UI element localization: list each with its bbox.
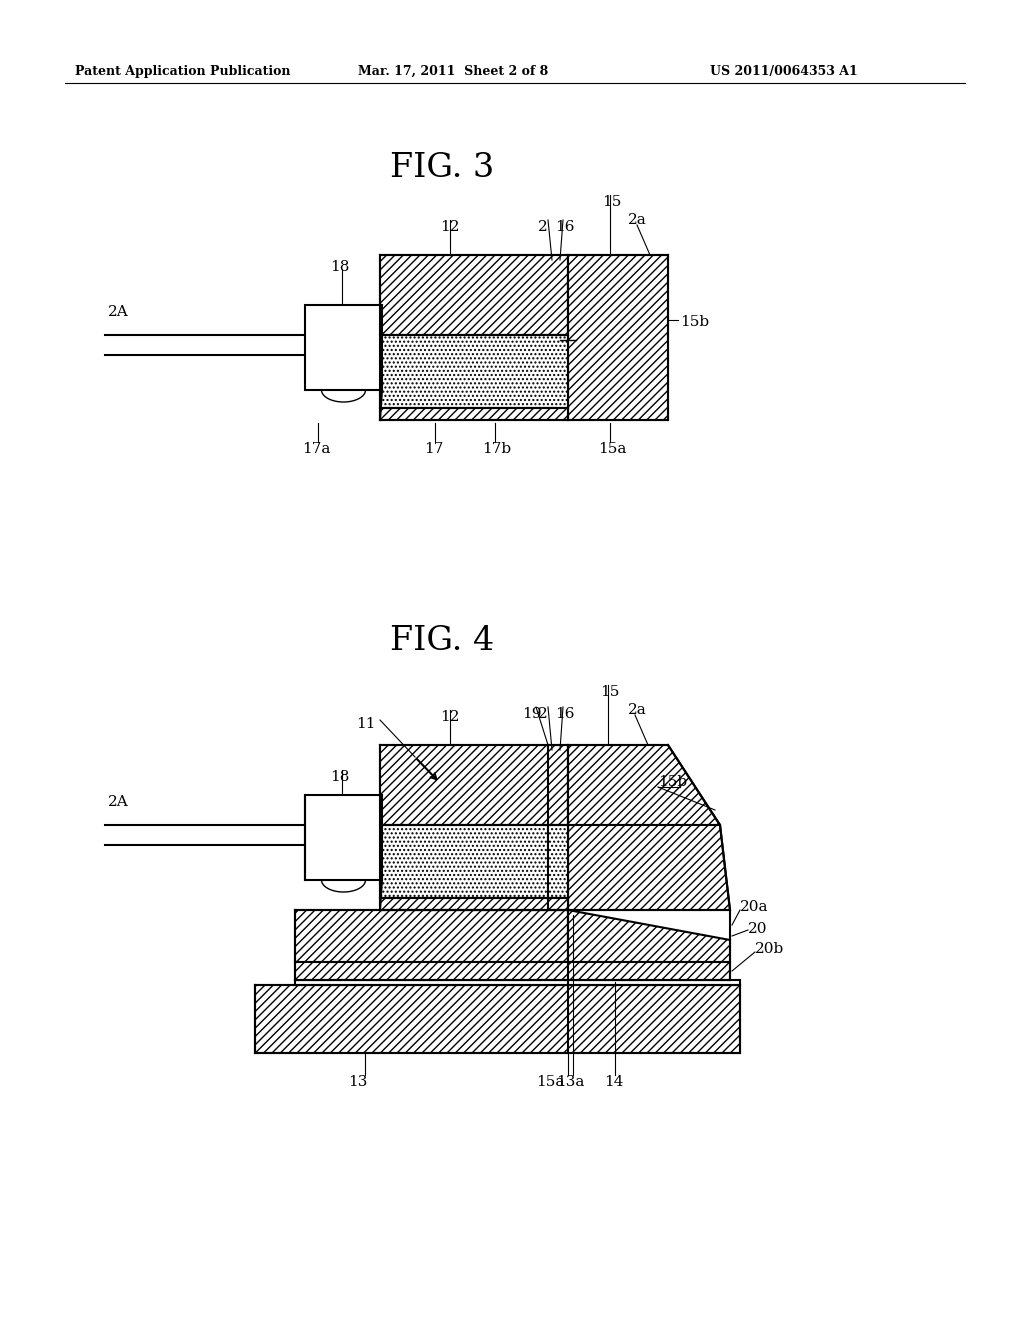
Text: 2: 2 (538, 220, 548, 234)
Text: 15b: 15b (680, 315, 710, 329)
Text: FIG. 3: FIG. 3 (390, 152, 495, 183)
Text: 17b: 17b (482, 442, 511, 455)
Text: 2a: 2a (628, 704, 647, 717)
Text: 15b: 15b (658, 775, 687, 789)
Polygon shape (568, 744, 720, 825)
Text: 15: 15 (602, 195, 622, 209)
Text: 20a: 20a (740, 900, 768, 913)
Text: 2: 2 (538, 708, 548, 721)
Text: 20: 20 (748, 921, 768, 936)
Text: 15: 15 (600, 685, 620, 700)
Text: 13a: 13a (556, 1074, 585, 1089)
Text: 20b: 20b (755, 942, 784, 956)
Text: 15a: 15a (598, 442, 627, 455)
Text: Patent Application Publication: Patent Application Publication (75, 65, 291, 78)
Text: FIG. 4: FIG. 4 (390, 624, 495, 657)
Text: 11: 11 (356, 717, 376, 731)
Bar (568, 255, 668, 420)
Text: 13: 13 (348, 1074, 368, 1089)
Text: 2A: 2A (108, 795, 129, 809)
Bar (295, 962, 730, 979)
Text: 18: 18 (330, 770, 349, 784)
Bar (305, 305, 382, 389)
Text: 14: 14 (604, 1074, 624, 1089)
Text: 16: 16 (555, 708, 574, 721)
Bar (380, 744, 568, 825)
Text: 18: 18 (330, 260, 349, 275)
Bar (380, 898, 568, 909)
Bar (380, 825, 568, 898)
Text: 16: 16 (555, 220, 574, 234)
Text: US 2011/0064353 A1: US 2011/0064353 A1 (710, 65, 858, 78)
Text: 2A: 2A (108, 305, 129, 319)
Bar (295, 909, 568, 962)
Text: 17a: 17a (302, 442, 331, 455)
Text: 15a: 15a (536, 1074, 564, 1089)
Text: 12: 12 (440, 710, 460, 723)
Bar (255, 985, 740, 1053)
Bar (380, 335, 568, 408)
Bar (380, 408, 568, 420)
Bar (295, 979, 740, 985)
Bar (380, 255, 568, 335)
Polygon shape (568, 909, 730, 962)
Text: Mar. 17, 2011  Sheet 2 of 8: Mar. 17, 2011 Sheet 2 of 8 (358, 65, 548, 78)
Bar (305, 795, 382, 880)
Text: 12: 12 (440, 220, 460, 234)
Text: 2a: 2a (628, 213, 647, 227)
Text: 17: 17 (424, 442, 443, 455)
Polygon shape (568, 825, 730, 909)
Text: 19: 19 (522, 708, 542, 721)
